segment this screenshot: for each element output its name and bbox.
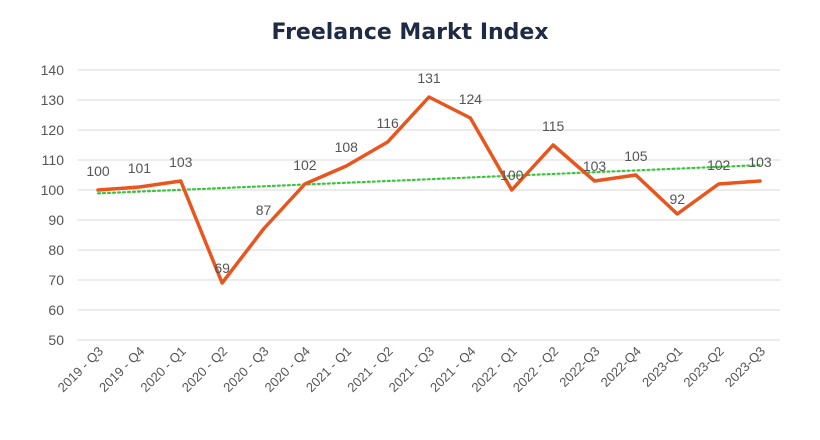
y-tick-label: 120	[41, 122, 65, 138]
y-tick-label: 50	[48, 332, 64, 348]
data-label: 103	[748, 154, 772, 170]
y-tick-label: 80	[48, 242, 64, 258]
y-tick-label: 130	[41, 92, 65, 108]
data-label: 102	[293, 157, 317, 173]
x-tick-label: 2022 - Q2	[510, 344, 561, 395]
trendline-layer	[96, 164, 762, 195]
data-label: 102	[707, 157, 731, 173]
data-label: 103	[169, 154, 193, 170]
data-label: 124	[459, 91, 483, 107]
y-tick-label: 100	[41, 182, 65, 198]
x-tick-label: 2022-Q4	[598, 344, 644, 390]
data-label: 101	[128, 160, 152, 176]
y-tick-label: 110	[42, 152, 65, 168]
x-tick-label: 2023-Q1	[639, 344, 685, 390]
chart-title: Freelance Markt Index	[271, 20, 549, 45]
series-layer	[96, 95, 762, 285]
y-axis-ticks: 50 60 70 80 90 100 110 120 130 140	[41, 62, 65, 348]
data-label: 103	[583, 158, 607, 174]
x-tick-label: 2022-Q3	[556, 344, 602, 390]
series-line	[96, 95, 762, 285]
y-tick-label: 90	[48, 212, 64, 228]
x-tick-label: 2023-Q2	[680, 344, 726, 390]
data-label: 116	[376, 115, 399, 131]
x-tick-label: 2023-Q3	[722, 344, 768, 390]
data-label: 115	[542, 118, 565, 134]
data-label: 108	[335, 139, 359, 155]
data-label: 92	[669, 191, 685, 207]
data-label: 105	[624, 148, 648, 164]
data-labels: 100 101 103 69 87 102 108 116 131 124 100 115 103 105…	[86, 70, 772, 276]
y-tick-label: 70	[48, 272, 64, 288]
data-label: 87	[256, 202, 272, 218]
y-tick-label: 60	[48, 302, 64, 318]
trendline	[96, 164, 762, 195]
data-label: 131	[417, 70, 441, 86]
y-tick-label: 140	[41, 62, 65, 78]
data-label: 100	[500, 167, 524, 183]
data-label: 69	[214, 260, 230, 276]
grid-lines	[78, 69, 780, 341]
data-label: 100	[86, 163, 110, 179]
